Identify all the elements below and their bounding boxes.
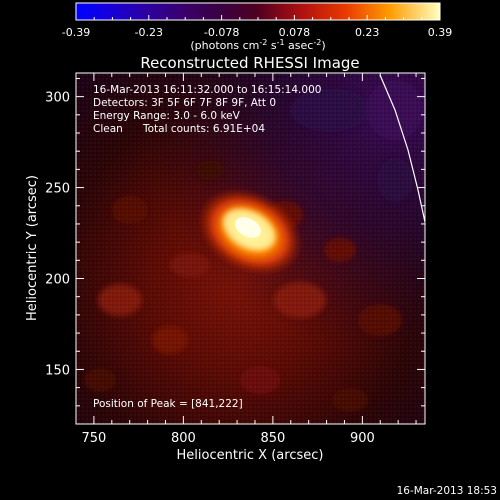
colorbar-tick-label: 0.23 [355, 26, 380, 39]
colorbar-tick-label: 0.39 [428, 26, 453, 39]
y-axis-label: Heliocentric Y (arcsec) [25, 175, 40, 321]
solar-limb-line [379, 74, 425, 223]
time-range: 16-Mar-2013 16:11:32.000 to 16:15:14.000 [93, 84, 321, 96]
colorbar-units: (photons cm-2 s-1 asec-2) [190, 38, 325, 52]
image-title: Reconstructed RHESSI Image [140, 54, 359, 72]
peak-position: Position of Peak = [841,222] [93, 398, 243, 410]
x-axis-label: Heliocentric X (arcsec) [177, 448, 324, 463]
y-tick-label: 150 [45, 363, 70, 378]
x-tick-label: 850 [260, 431, 285, 446]
clean-label: Clean [93, 123, 123, 135]
y-axis-ticks [76, 77, 425, 425]
y-tick-label: 250 [45, 182, 70, 197]
plot-frame [75, 72, 426, 425]
colorbar: -0.39 -0.23 -0.078 0.078 0.23 0.39 (photons c… [62, 2, 452, 52]
rhessi-image [76, 73, 425, 424]
x-tick-label: 900 [350, 431, 375, 446]
x-tick-label: 800 [171, 431, 196, 446]
x-axis-ticks [75, 73, 417, 424]
colorbar-ticks [75, 15, 441, 20]
colorbar-tick-label: -0.39 [62, 26, 90, 39]
x-tick-label: 750 [81, 431, 106, 446]
detectors-info: Detectors: 3F 5F 6F 7F 8F 9F, Att 0 [93, 97, 276, 109]
observation-info: 16-Mar-2013 16:11:32.000 to 16:15:14.000… [93, 84, 321, 135]
energy-range: Energy Range: 3.0 - 6.0 keV [93, 110, 241, 122]
y-tick-label: 300 [45, 91, 70, 106]
flare-source [197, 187, 303, 277]
colorbar-tick-labels: -0.39 -0.23 -0.078 0.078 0.23 0.39 [62, 26, 452, 39]
colorbar-tick-label: -0.078 [204, 26, 239, 39]
total-counts: Total counts: 6.91E+04 [142, 123, 265, 135]
plot-timestamp: 16-Mar-2013 18:53 [397, 485, 497, 497]
colorbar-tick-label: 0.078 [279, 26, 311, 39]
colorbar-tick-label: -0.23 [135, 26, 163, 39]
x-axis-tick-labels: 750 800 850 900 [81, 431, 374, 446]
y-tick-label: 200 [45, 273, 70, 288]
y-axis-tick-labels: 300 250 200 150 [45, 91, 70, 379]
